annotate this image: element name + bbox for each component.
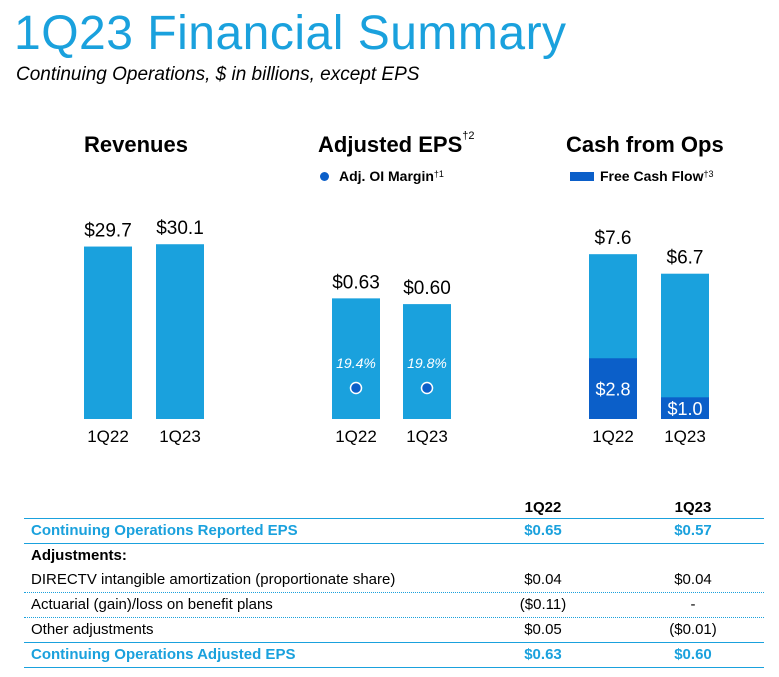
x-tick-label: 1Q22 bbox=[592, 427, 634, 446]
cash-legend-footnote: †3 bbox=[703, 169, 714, 179]
charts-canvas: $29.7 1Q22 $30.1 1Q23 $0.63 1Q22 19.4% $0.60 1Q2… bbox=[84, 218, 709, 446]
table-cell: ($0.01) bbox=[669, 621, 717, 638]
eps-legend-label: Adj. OI Margin bbox=[339, 168, 434, 184]
eps-title-text: Adjusted EPS bbox=[318, 132, 463, 157]
bar-value-label: $29.7 bbox=[84, 221, 132, 242]
table-divider bbox=[24, 617, 764, 618]
table-divider bbox=[24, 667, 764, 668]
legend-swatch-icon bbox=[570, 171, 594, 181]
x-tick-label: 1Q23 bbox=[406, 427, 448, 446]
table-divider bbox=[24, 592, 764, 593]
adjusted-eps-label: Continuing Operations Adjusted EPS bbox=[31, 646, 296, 663]
reported-eps-1q23: $0.57 bbox=[674, 522, 712, 539]
reported-eps-label: Continuing Operations Reported EPS bbox=[31, 522, 298, 539]
table-divider bbox=[24, 543, 764, 544]
table-row-label: Actuarial (gain)/loss on benefit plans bbox=[31, 596, 273, 613]
adjusted-eps-1q23: $0.60 bbox=[674, 646, 712, 663]
page-title: 1Q23 Financial Summary bbox=[14, 7, 567, 60]
legend-dot-icon bbox=[320, 171, 329, 181]
table-row-label: DIRECTV intangible amortization (proport… bbox=[31, 571, 396, 588]
margin-marker bbox=[349, 381, 363, 395]
table-row-label: Other adjustments bbox=[31, 621, 154, 638]
margin-label: 19.4% bbox=[336, 355, 376, 371]
table-divider bbox=[24, 642, 764, 643]
table-cell: $0.05 bbox=[524, 621, 562, 638]
page-subtitle: Continuing Operations, $ in billions, ex… bbox=[16, 64, 420, 85]
table-divider bbox=[24, 518, 764, 519]
adjustments-label: Adjustments: bbox=[31, 547, 127, 564]
margin-marker bbox=[420, 381, 434, 395]
bar-segment bbox=[661, 397, 709, 419]
table-header-1q23: 1Q23 bbox=[674, 499, 712, 516]
eps-legend: Adj. OI Margin †1 bbox=[320, 168, 444, 184]
table-header-1q22: 1Q22 bbox=[524, 499, 562, 516]
adjusted-eps-1q22: $0.63 bbox=[524, 646, 562, 663]
bar bbox=[661, 273, 709, 419]
table-cell: $0.04 bbox=[524, 571, 562, 588]
eps-legend-footnote: †1 bbox=[433, 169, 444, 179]
bar-value-label: $6.7 bbox=[667, 248, 704, 269]
cash-legend-label: Free Cash Flow bbox=[600, 168, 704, 184]
cash-legend: Free Cash Flow †3 bbox=[570, 168, 713, 184]
eps-chart-title: Adjusted EPS†2 bbox=[318, 130, 475, 158]
table-cell: - bbox=[690, 596, 696, 613]
table-cell: ($0.11) bbox=[519, 596, 567, 613]
bar-segment bbox=[589, 358, 637, 419]
x-tick-label: 1Q23 bbox=[664, 427, 706, 446]
revenues-chart-title: Revenues bbox=[84, 132, 188, 157]
x-tick-label: 1Q23 bbox=[159, 427, 201, 446]
bar-segment-label: $1.0 bbox=[667, 399, 702, 419]
x-tick-label: 1Q22 bbox=[335, 427, 377, 446]
table-cell: $0.04 bbox=[674, 571, 712, 588]
eps-title-footnote: †2 bbox=[462, 130, 475, 142]
bar-value-label: $7.6 bbox=[595, 228, 632, 249]
margin-label: 19.8% bbox=[407, 355, 447, 371]
bar-value-label: $30.1 bbox=[156, 218, 204, 239]
x-tick-label: 1Q22 bbox=[87, 427, 129, 446]
bar bbox=[332, 298, 380, 419]
bar-value-label: $0.63 bbox=[332, 272, 380, 293]
bar bbox=[84, 246, 132, 419]
bar bbox=[156, 244, 204, 419]
reported-eps-1q22: $0.65 bbox=[524, 522, 562, 539]
cash-chart-title: Cash from Ops bbox=[566, 132, 724, 157]
bar-segment-label: $2.8 bbox=[595, 380, 630, 400]
bar bbox=[403, 304, 451, 419]
bar-value-label: $0.60 bbox=[403, 278, 451, 299]
